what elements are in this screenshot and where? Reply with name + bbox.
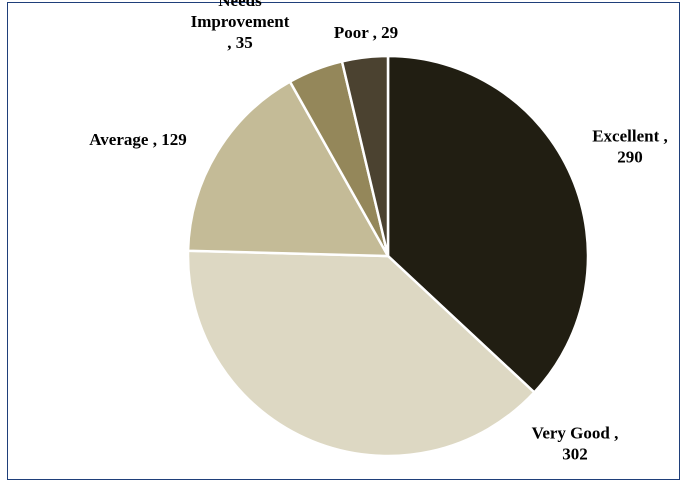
data-label-line: Needs — [218, 0, 262, 10]
data-label-line: 290 — [617, 148, 643, 167]
slice-average — [186, 80, 390, 258]
pie-slices — [186, 54, 590, 458]
data-label-line: Very Good , — [532, 424, 619, 443]
data-label-line: 302 — [562, 445, 588, 464]
data-label-needs-improvement: Needs Improvement , 35 — [191, 0, 290, 52]
data-label-line: Average , 129 — [89, 130, 186, 149]
data-labels: Excellent , 290 Very Good , 302 Average , 12… — [89, 0, 667, 464]
slice-excellent — [386, 54, 590, 394]
data-label-line: Excellent , — [592, 127, 668, 146]
data-label-poor: Poor , 29 — [334, 23, 398, 42]
data-label-line: Improvement — [191, 12, 290, 31]
slice-very-good — [186, 249, 536, 458]
data-label-line: Poor , 29 — [334, 23, 398, 42]
data-label-very-good: Very Good , 302 — [532, 424, 619, 464]
data-label-line: , 35 — [227, 33, 253, 52]
slice-poor — [340, 54, 390, 258]
data-label-excellent: Excellent , 290 — [592, 127, 668, 167]
data-label-average: Average , 129 — [89, 130, 186, 149]
